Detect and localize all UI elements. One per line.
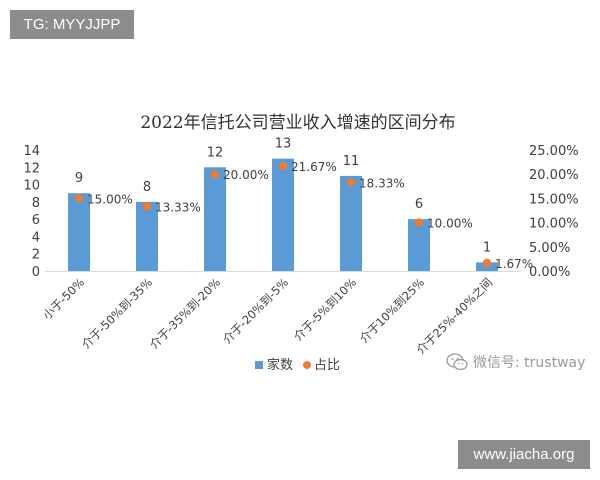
y-right-tick-label: 15.00% [529, 192, 579, 207]
y-left-tick-label: 8 [32, 196, 40, 211]
bar [340, 175, 362, 271]
y-left-tick-label: 2 [32, 248, 40, 263]
watermark-top-badge: TG: MYYJJPP [10, 10, 134, 39]
bar-value-label: 13 [275, 137, 292, 152]
share-dot [482, 258, 492, 268]
x-tick-label: 小于-50% [40, 275, 87, 322]
y-left-tick-label: 6 [32, 213, 40, 228]
x-tick-label: 介于-50%到-35% [79, 275, 155, 351]
y-left-tick-label: 14 [23, 144, 40, 159]
bar [204, 167, 226, 271]
y-left-tick-label: 12 [23, 161, 40, 176]
share-dot [278, 161, 288, 171]
bar-value-label: 1 [483, 240, 491, 255]
share-value-label: 18.33% [359, 176, 405, 190]
y-right-tick-label: 25.00% [529, 144, 579, 159]
share-dot [210, 170, 220, 179]
bar [408, 219, 430, 271]
bar-value-label: 9 [75, 171, 83, 186]
share-value-label: 10.00% [427, 217, 473, 231]
share-dot [414, 218, 424, 227]
x-tick-label: 介于-20%到-5% [220, 275, 291, 346]
share-value-label: 15.00% [87, 192, 133, 206]
share-value-label: 13.33% [155, 200, 201, 214]
wechat-icon [446, 353, 468, 371]
wechat-text: 微信号: trustway [473, 355, 586, 371]
y-left-tick-label: 4 [32, 230, 40, 245]
bar-value-label: 8 [143, 180, 151, 195]
bar [68, 193, 90, 271]
y-left-tick-label: 10 [23, 179, 40, 194]
bar-value-label: 6 [415, 197, 423, 212]
legend-swatch-dot [303, 361, 311, 369]
chart-title: 2022年信托公司营业收入增速的区间分布 [140, 113, 455, 133]
bar [272, 158, 294, 271]
x-tick-label: 介于25%-40%之间 [414, 275, 496, 357]
legend-label-dot: 占比 [314, 358, 340, 373]
wechat-watermark: 微信号: trustway [446, 350, 585, 374]
y-right-tick-label: 10.00% [529, 217, 579, 232]
y-right-tick-label: 20.00% [529, 168, 579, 183]
legend-swatch-bar [255, 361, 263, 369]
share-value-label: 20.00% [223, 168, 269, 182]
share-dot [74, 194, 84, 203]
share-value-label: 21.67% [291, 160, 337, 174]
bar [136, 201, 158, 271]
x-tick-label: 介于-35%到-20% [147, 275, 223, 351]
bar-value-label: 12 [207, 145, 224, 160]
x-tick-label: 介于-5%到10% [291, 275, 359, 343]
share-dot [142, 202, 152, 211]
share-value-label: 1.67% [495, 257, 533, 271]
y-right-tick-label: 0.00% [529, 265, 570, 280]
legend-label-bar: 家数 [267, 357, 293, 373]
y-left-tick-label: 0 [32, 265, 40, 280]
y-right-tick-label: 5.00% [529, 241, 570, 256]
share-dot [346, 178, 356, 187]
bar-value-label: 11 [343, 154, 360, 169]
x-tick-label: 介于10%到25% [357, 275, 427, 345]
watermark-bottom-badge: www.jiacha.org [458, 440, 590, 469]
